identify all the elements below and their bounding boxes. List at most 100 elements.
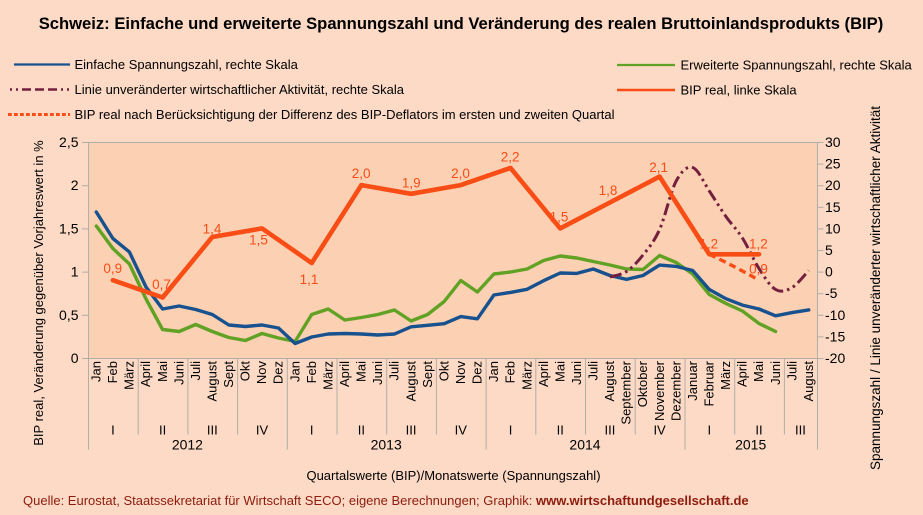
svg-text:Dez: Dez [470,361,485,384]
svg-text:0: 0 [71,350,79,366]
svg-text:August: August [602,361,617,402]
svg-text:1,5: 1,5 [59,220,79,236]
svg-text:Juni: Juni [370,361,385,385]
svg-text:-20: -20 [825,350,845,366]
svg-text:5: 5 [825,242,833,258]
svg-text:Dezember: Dezember [668,360,683,421]
svg-text:Quartalswerte (BIP)/Monatswert: Quartalswerte (BIP)/Monatswerte (Spannun… [306,468,600,483]
svg-text:April: April [337,361,352,387]
svg-text:Feb: Feb [503,361,518,383]
svg-text:II: II [557,423,564,438]
svg-text:Linie unveränderter wirtschaft: Linie unveränderter wirtschaftlicher Akt… [75,82,405,97]
svg-text:Nov: Nov [453,361,468,385]
svg-text:0: 0 [825,264,833,280]
svg-text:0,5: 0,5 [59,307,79,323]
svg-text:Jan: Jan [287,361,302,382]
svg-text:Okt: Okt [436,361,451,382]
svg-text:30: 30 [825,134,841,150]
svg-text:I: I [111,423,115,438]
svg-text:November: November [652,360,667,421]
svg-text:IV: IV [455,423,468,438]
svg-text:III: III [795,423,806,438]
svg-text:-10: -10 [825,307,845,323]
svg-text:Juni: Juni [768,361,783,385]
svg-text:2,1: 2,1 [649,160,668,175]
svg-text:Erweiterte Spannungszahl, rech: Erweiterte Spannungszahl, rechte Skala [681,58,913,73]
svg-text:1,9: 1,9 [402,175,421,190]
svg-text:Juni: Juni [569,361,584,385]
svg-text:Jan: Jan [89,361,104,382]
svg-text:1,2: 1,2 [749,237,768,252]
svg-text:Mai: Mai [155,361,170,382]
svg-text:0,7: 0,7 [152,277,171,292]
svg-text:Mai: Mai [552,361,567,382]
svg-text:20: 20 [825,177,841,193]
svg-text:2013: 2013 [371,437,402,453]
svg-text:Jan: Jan [486,361,501,382]
svg-text:Mai: Mai [751,361,766,382]
svg-text:I: I [509,423,513,438]
svg-text:Oktober: Oktober [635,360,650,407]
svg-text:-5: -5 [825,285,838,301]
svg-text:2,0: 2,0 [451,166,470,181]
svg-text:BIP real nach Berücksichtigung: BIP real nach Berücksichtigung der Diffe… [75,107,615,122]
svg-text:März: März [122,361,137,390]
svg-text:II: II [159,423,166,438]
svg-text:Mai: Mai [354,361,369,382]
svg-text:April: April [536,361,551,387]
svg-text:0,9: 0,9 [749,261,768,276]
svg-text:IV: IV [256,423,269,438]
svg-text:2014: 2014 [569,437,600,453]
svg-text:II: II [755,423,762,438]
svg-text:II: II [358,423,365,438]
svg-text:Nov: Nov [254,361,269,385]
svg-text:September: September [619,360,634,424]
svg-text:1: 1 [71,264,79,280]
svg-text:10: 10 [825,220,841,236]
svg-text:März: März [519,361,534,390]
svg-text:Okt: Okt [238,361,253,382]
svg-text:2,0: 2,0 [352,166,371,181]
svg-text:2: 2 [71,177,79,193]
svg-text:Feb: Feb [304,361,319,383]
svg-text:1,2: 1,2 [699,237,718,252]
svg-text:Juli: Juli [387,361,402,381]
svg-text:April: April [138,361,153,387]
svg-text:Schweiz: Einfache und erweiter: Schweiz: Einfache und erweiterte Spannun… [39,14,884,33]
svg-text:III: III [207,423,218,438]
svg-text:1,1: 1,1 [300,272,319,287]
svg-text:2012: 2012 [172,437,203,453]
svg-text:BIP real, Veränderung gegenübe: BIP real, Veränderung gegenüber Vorjahre… [31,140,46,446]
svg-text:0,9: 0,9 [103,261,122,276]
svg-text:1,4: 1,4 [203,221,222,236]
svg-text:Quelle: Eurostat, Staatssekret: Quelle: Eurostat, Staatssekretariat für … [23,493,749,508]
svg-text:August: August [801,361,816,402]
svg-text:Februar: Februar [702,360,717,406]
svg-text:2,2: 2,2 [501,149,520,164]
svg-text:Juli: Juli [586,361,601,381]
svg-text:BIP real, linke Skala: BIP real, linke Skala [681,83,798,98]
svg-text:IV: IV [653,423,666,438]
svg-text:1,8: 1,8 [599,183,618,198]
svg-text:Juli: Juli [784,361,799,381]
svg-text:I: I [310,423,314,438]
svg-text:August: August [205,361,220,402]
svg-text:Sept: Sept [420,361,435,388]
svg-text:Einfache Spannungszahl, rechte: Einfache Spannungszahl, rechte Skala [75,57,299,72]
svg-text:III: III [406,423,417,438]
svg-text:-15: -15 [825,328,845,344]
svg-text:2,5: 2,5 [59,134,79,150]
svg-text:1,5: 1,5 [550,209,569,224]
svg-text:April: April [735,361,750,387]
svg-text:Sept: Sept [221,361,236,388]
svg-text:Dez: Dez [271,361,286,384]
svg-text:25: 25 [825,156,841,172]
svg-text:März: März [718,361,733,390]
svg-text:Januar: Januar [685,360,700,400]
svg-text:Spannungszahl / Linie unveränd: Spannungszahl / Linie unveränderter wirt… [868,106,883,470]
svg-text:März: März [320,361,335,390]
svg-text:I: I [707,423,711,438]
svg-text:Juni: Juni [171,361,186,385]
svg-text:Feb: Feb [105,361,120,383]
svg-text:15: 15 [825,199,841,215]
